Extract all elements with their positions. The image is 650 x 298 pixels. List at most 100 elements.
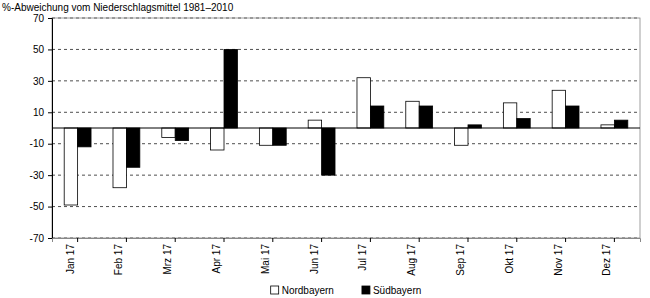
- tick-label: Mrz 17: [162, 244, 173, 275]
- bar: [211, 128, 224, 150]
- bar: [566, 106, 579, 128]
- tick-label: -50: [30, 201, 45, 212]
- bar: [552, 90, 565, 128]
- tick: Aug 17: [406, 238, 419, 276]
- tick-label: Apr 17: [211, 244, 222, 274]
- legend-swatch: [362, 286, 370, 294]
- tick: 50: [33, 44, 52, 55]
- bar: [357, 78, 370, 128]
- tick-label: Dez 17: [601, 244, 612, 276]
- tick: 30: [33, 76, 52, 87]
- tick: -50: [30, 201, 52, 212]
- tick-label: 70: [33, 13, 45, 24]
- tick: -70: [30, 233, 52, 244]
- grid-line: [52, 175, 640, 176]
- tick-label: 30: [33, 76, 45, 87]
- grid-line: [52, 49, 640, 50]
- tick-label: Sep 17: [455, 244, 466, 276]
- tick-mark: [77, 238, 78, 242]
- plot-frame: [52, 18, 640, 238]
- bars: [64, 49, 628, 205]
- tick-mark: [48, 18, 52, 19]
- tick-label: Jan 17: [65, 244, 76, 274]
- tick-mark: [370, 238, 371, 242]
- bar: [126, 128, 139, 167]
- bar: [322, 128, 335, 175]
- tick-mark: [48, 112, 52, 113]
- bar: [64, 128, 77, 205]
- bar: [370, 106, 383, 128]
- bar: [259, 128, 272, 145]
- tick: Jan 17: [65, 238, 78, 274]
- legend-item: Nordbayern: [271, 285, 334, 296]
- bar: [224, 49, 237, 128]
- tick-label: Jul 17: [357, 244, 368, 271]
- tick-mark: [126, 238, 127, 242]
- tick: 10: [33, 107, 52, 118]
- tick-mark: [48, 207, 52, 208]
- tick-label: 10: [33, 107, 45, 118]
- grid-line: [52, 206, 640, 207]
- bar: [614, 120, 627, 128]
- tick: Jul 17: [357, 238, 370, 271]
- bar: [162, 128, 175, 137]
- tick-mark: [48, 81, 52, 82]
- axis-line: [53, 239, 641, 243]
- bar: [455, 128, 468, 145]
- legend-swatch: [271, 286, 279, 294]
- tick-label: 50: [33, 44, 45, 55]
- tick: Mrz 17: [162, 238, 175, 275]
- x-axis: Jan 17 Feb 17 Mrz 17 Apr 17 Mai 17 Jun 17 Jul …: [53, 238, 641, 276]
- tick-label: Jun 17: [309, 244, 320, 274]
- tick-mark: [467, 238, 468, 242]
- tick: Apr 17: [211, 238, 224, 273]
- axis-line: [48, 19, 53, 239]
- tick-mark: [48, 144, 52, 145]
- tick: Sep 17: [455, 238, 468, 276]
- tick-label: -70: [30, 233, 45, 244]
- bar: [419, 106, 432, 128]
- tick-label: Mai 17: [260, 244, 271, 274]
- bar: [113, 128, 126, 188]
- bar: [517, 119, 530, 128]
- y-axis: -70 -50 -30 -10 10 30 50 70: [30, 13, 53, 244]
- tick: 70: [33, 13, 52, 24]
- chart-title: %-Abweichung vom Niederschlagsmittel 198…: [2, 2, 234, 13]
- tick-mark: [272, 238, 273, 242]
- bar: [503, 103, 516, 128]
- bar: [175, 128, 188, 141]
- grid: [52, 18, 640, 238]
- tick: -30: [30, 170, 52, 181]
- tick: Feb 17: [113, 238, 126, 275]
- legend-label: Südbayern: [373, 285, 421, 296]
- tick-label: -30: [30, 170, 45, 181]
- bar: [406, 101, 419, 128]
- grid-line: [52, 80, 640, 81]
- tick-mark: [321, 238, 322, 242]
- bar: [308, 120, 321, 128]
- tick-label: Feb 17: [113, 244, 124, 276]
- tick: Okt 17: [504, 238, 517, 273]
- tick: Jun 17: [309, 238, 322, 274]
- legend-label: Nordbayern: [282, 285, 334, 296]
- tick-label: -10: [30, 138, 45, 149]
- bar: [78, 128, 91, 147]
- tick-mark: [614, 238, 615, 242]
- tick-label: Nov 17: [553, 244, 564, 276]
- tick: Dez 17: [601, 238, 614, 276]
- tick: -10: [30, 138, 52, 149]
- tick-mark: [48, 238, 52, 239]
- tick-mark: [48, 175, 52, 176]
- tick: Nov 17: [553, 238, 566, 276]
- bar: [273, 128, 286, 145]
- tick-mark: [224, 238, 225, 242]
- tick-mark: [48, 49, 52, 50]
- legend: Nordbayern Südbayern: [271, 285, 422, 296]
- tick-label: Okt 17: [504, 244, 515, 274]
- legend-item: Südbayern: [362, 285, 421, 296]
- series: [78, 49, 628, 175]
- tick-label: Aug 17: [406, 244, 417, 276]
- zero-line: [52, 128, 640, 129]
- tick: Mai 17: [260, 238, 273, 274]
- series: [64, 78, 614, 205]
